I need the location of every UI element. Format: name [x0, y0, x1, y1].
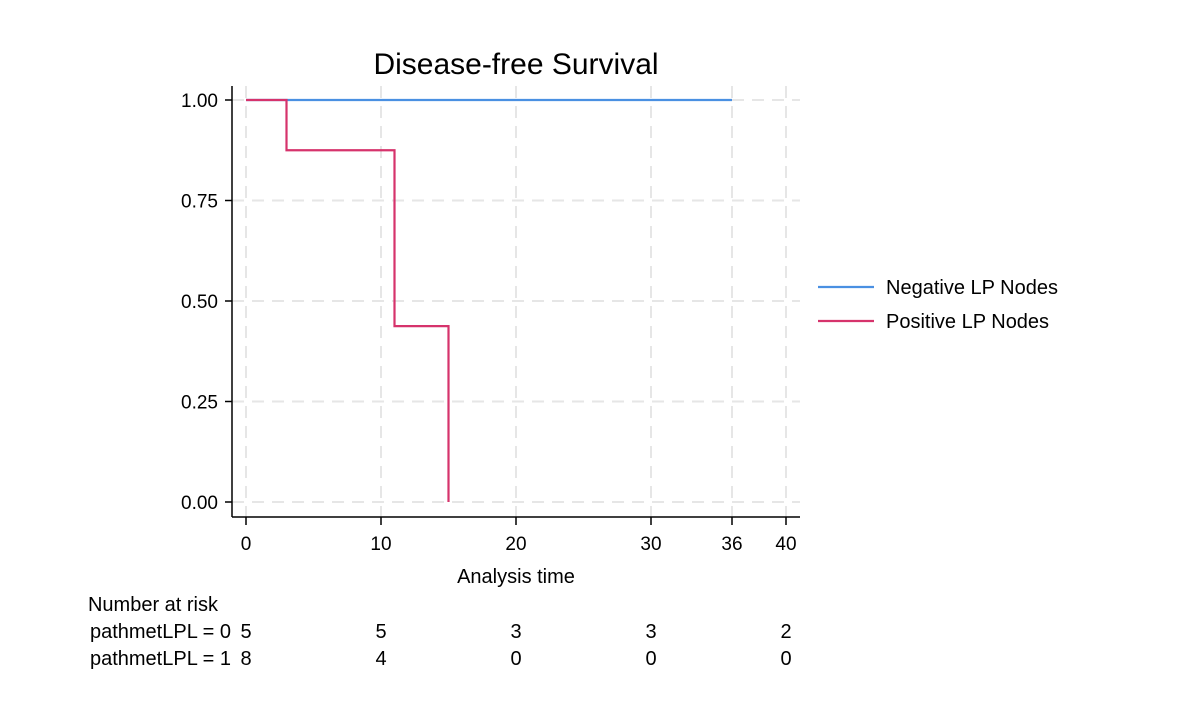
risk-row-label: pathmetLPL = 0 — [90, 621, 231, 643]
risk-cell: 2 — [780, 621, 791, 643]
x-tick-label: 36 — [721, 534, 742, 555]
risk-cell: 0 — [780, 648, 791, 670]
grid-lines — [232, 86, 800, 517]
x-tick-label: 10 — [370, 534, 391, 555]
y-tick-label: 0.25 — [181, 393, 218, 414]
risk-table-header: Number at risk — [88, 594, 219, 616]
y-tick-label: 0.00 — [181, 493, 218, 514]
risk-table: Number at risk pathmetLPL = 0 5 5 3 3 2 pathme… — [88, 594, 792, 670]
x-tick-label: 40 — [775, 534, 796, 555]
y-tick-label: 1.00 — [181, 91, 218, 112]
series-lines — [246, 98, 732, 502]
risk-cell: 5 — [240, 621, 251, 643]
risk-cell: 4 — [375, 648, 386, 670]
risk-row-label: pathmetLPL = 1 — [90, 648, 231, 670]
risk-cell: 3 — [645, 621, 656, 643]
y-tick-label: 0.75 — [181, 192, 218, 213]
axes: 0.00 0.25 0.50 0.75 1.00 0 10 20 30 36 40 — [181, 86, 800, 555]
risk-cell: 8 — [240, 648, 251, 670]
legend: Negative LP Nodes Positive LP Nodes — [818, 277, 1058, 333]
x-tick-label: 30 — [640, 534, 661, 555]
x-tick-label: 0 — [241, 534, 252, 555]
risk-cell: 0 — [510, 648, 521, 670]
risk-cell: 3 — [510, 621, 521, 643]
chart-title: Disease-free Survival — [373, 48, 658, 81]
y-tick-label: 0.50 — [181, 292, 218, 313]
risk-cell: 5 — [375, 621, 386, 643]
risk-cell: 0 — [645, 648, 656, 670]
x-tick-label: 20 — [505, 534, 526, 555]
x-axis-label: Analysis time — [457, 566, 575, 588]
legend-label: Positive LP Nodes — [886, 311, 1049, 333]
series-line-positive-lp-nodes — [246, 98, 450, 502]
legend-label: Negative LP Nodes — [886, 277, 1058, 299]
